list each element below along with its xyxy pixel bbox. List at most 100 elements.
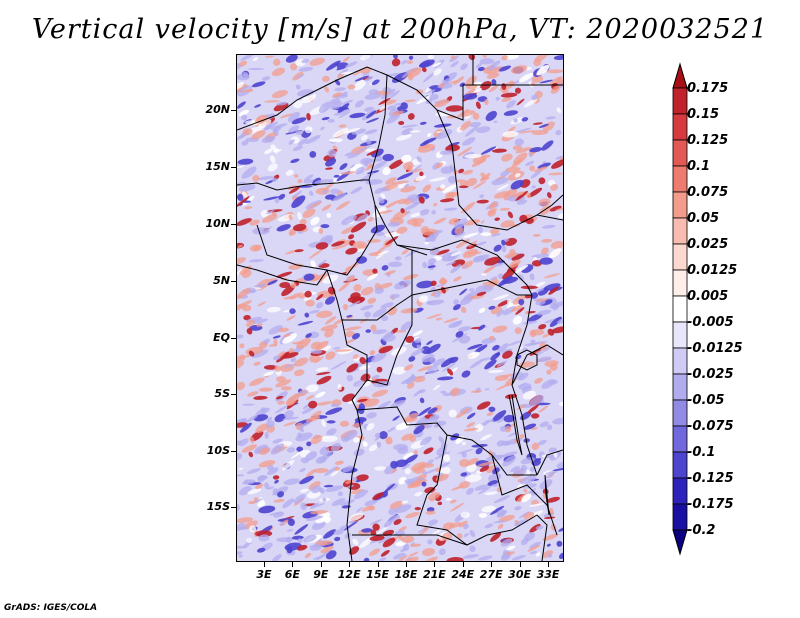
velocity-cell [440,442,448,450]
velocity-cell [414,421,426,428]
velocity-cell [410,164,422,173]
velocity-cell [477,461,495,467]
velocity-cell [241,444,258,453]
velocity-cell [306,441,312,447]
velocity-cell [319,446,330,455]
colorbar-level-label: 0.175 [687,81,729,96]
lat-tick [231,507,236,508]
lat-tick [231,110,236,111]
velocity-cell [237,81,245,91]
velocity-cell [387,306,398,316]
velocity-cell [382,166,391,176]
velocity-cell [542,121,555,132]
velocity-cell [531,427,538,430]
lon-label: 6E [284,568,300,581]
velocity-cell [484,256,501,266]
velocity-cell [506,100,516,109]
velocity-cell [529,348,542,356]
velocity-cell [391,58,401,67]
velocity-cell [253,245,261,252]
velocity-cell [287,518,295,526]
velocity-cell [467,351,480,359]
velocity-cell [282,333,298,344]
velocity-cell [435,249,450,256]
velocity-cell [489,278,499,286]
lon-label: 27E [479,568,503,581]
velocity-cell [488,305,496,310]
velocity-cell [326,420,336,424]
velocity-cell [266,306,281,313]
velocity-cell [355,506,363,513]
velocity-cell [396,226,408,234]
velocity-cell [294,249,304,253]
velocity-cell [546,424,553,431]
velocity-cell [547,553,553,558]
velocity-cell [359,357,367,365]
velocity-cell [376,441,382,448]
coast-west [237,264,328,286]
velocity-cell [330,360,347,370]
mozambique [536,514,548,561]
velocity-cell [366,139,372,145]
colorbar-level-label: 0.1 [687,159,711,174]
velocity-cell [237,334,244,339]
velocity-cell [429,93,439,101]
velocity-cell [265,209,275,215]
velocity-cell [288,186,300,194]
velocity-cell [280,386,292,391]
velocity-cell [350,186,363,195]
velocity-cell [529,541,541,549]
velocity-cell [384,270,396,275]
velocity-cell [445,261,456,266]
velocity-cell [536,356,552,363]
velocity-cell [363,557,370,561]
colorbar-level-label: 0.075 [687,185,729,200]
velocity-cell [258,387,273,392]
velocity-cell [478,307,486,314]
velocity-cell [333,529,344,535]
velocity-cell [385,72,403,77]
velocity-cell [516,199,528,205]
velocity-cell [426,340,433,346]
velocity-cell [289,293,300,300]
velocity-cell [247,488,262,495]
velocity-cell [531,253,550,259]
velocity-cell [503,414,515,423]
velocity-cell [545,496,561,503]
velocity-cell [404,202,420,211]
velocity-cell [496,415,507,423]
velocity-cell [527,187,543,198]
velocity-cell [261,214,278,223]
velocity-cell [394,504,412,514]
velocity-cell [435,317,443,321]
velocity-cell [487,60,501,71]
velocity-cell [507,126,516,133]
velocity-cell [379,557,387,561]
velocity-cell [315,302,324,309]
velocity-cell [339,420,350,427]
velocity-cell [546,369,552,375]
velocity-cell [264,124,272,131]
velocity-cell [358,403,366,411]
velocity-cell [492,325,508,333]
velocity-cell [276,376,286,383]
velocity-cell [430,292,436,297]
velocity-cell [543,516,556,520]
velocity-cell [422,71,436,83]
velocity-cell [258,119,272,129]
velocity-cell [409,130,421,133]
velocity-cell [414,491,423,497]
velocity-cell [490,505,505,515]
lake-tanganyika [508,394,523,456]
velocity-cell [523,423,537,430]
velocity-cell [549,248,562,259]
velocity-cell [338,281,351,292]
velocity-cell [535,552,541,557]
velocity-cell [341,215,357,225]
velocity-cell [502,305,516,316]
velocity-cell [318,228,324,234]
velocity-cell [239,355,246,361]
velocity-cell [352,332,360,340]
velocity-cell [501,153,513,162]
velocity-cell [473,88,483,93]
